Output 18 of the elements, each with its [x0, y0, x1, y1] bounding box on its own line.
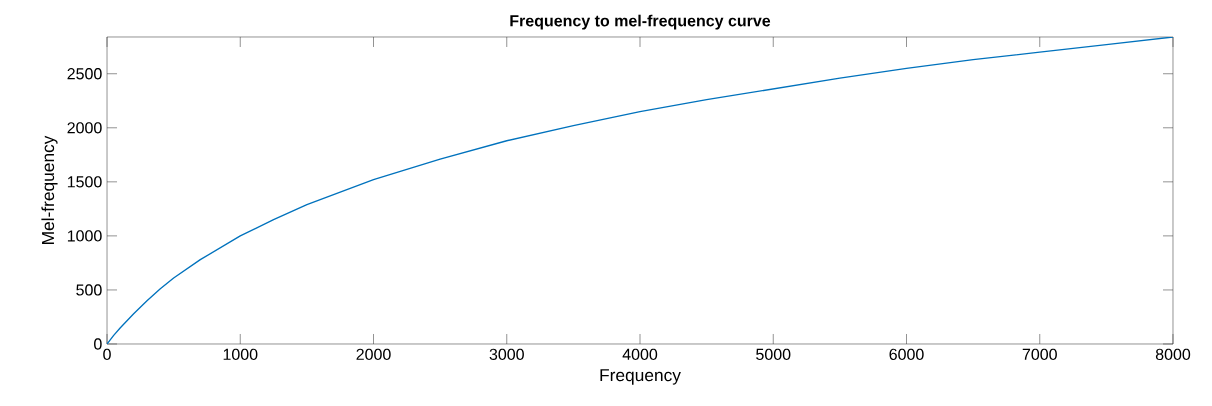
x-axis-title: Frequency	[600, 369, 681, 385]
y-tick-label: 0	[94, 338, 102, 350]
x-tick-label: 3000	[489, 348, 524, 361]
y-axis-title: Mel-frequency	[41, 135, 58, 244]
x-tick-label: 7000	[1022, 348, 1057, 361]
y-tick-label: 1500	[67, 176, 102, 188]
x-tick-label: 0	[103, 348, 111, 361]
x-tick-label: 2000	[356, 348, 391, 361]
x-tick-label: 8000	[1155, 348, 1191, 361]
x-tick-label: 6000	[889, 348, 924, 361]
x-tick-label: 1000	[223, 348, 258, 361]
y-tick-label: 500	[76, 284, 102, 296]
y-tick-label: 1000	[67, 230, 102, 242]
y-tick-label: 2000	[67, 122, 102, 134]
y-tick-label: 2500	[67, 68, 102, 80]
chart-title: Frequency to mel-frequency curve	[510, 14, 771, 30]
x-tick-label: 5000	[756, 348, 791, 361]
x-tick-label: 4000	[622, 348, 658, 361]
